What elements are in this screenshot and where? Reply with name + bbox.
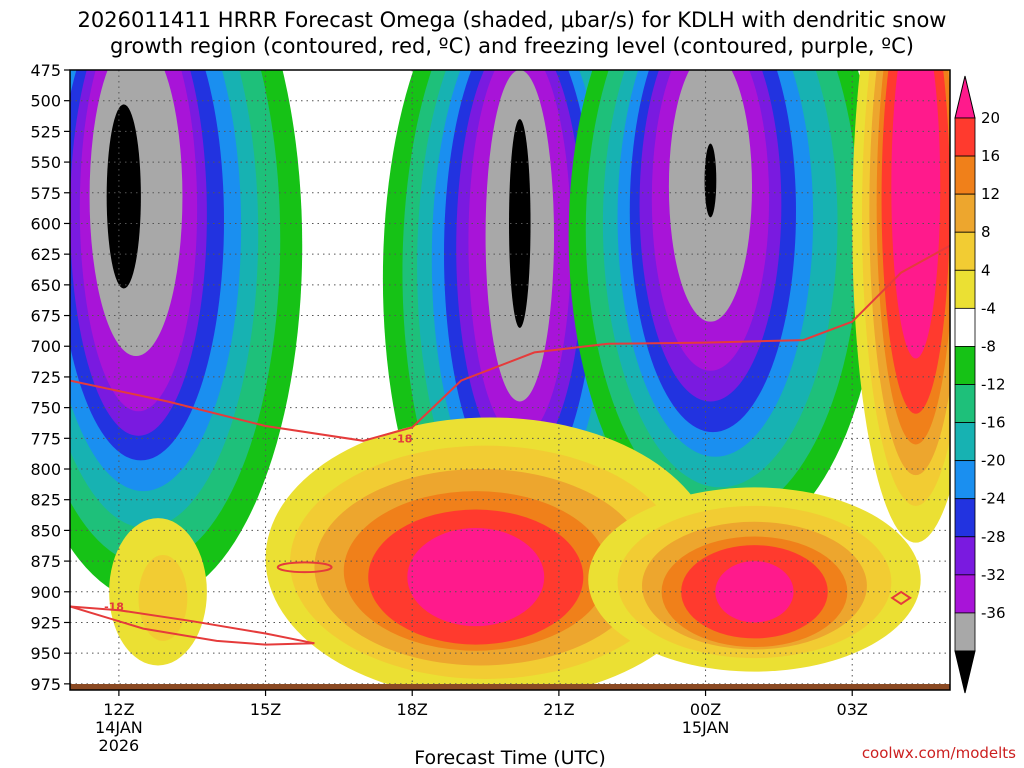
y-tick-label-675: 675 — [30, 307, 61, 326]
omega-band-sink-04z-pink — [891, 70, 941, 359]
x-tick-sub1-00Z: 15JAN — [682, 718, 730, 737]
colorbar-box-4 — [954, 269, 976, 309]
dgz-contour-diamond — [890, 590, 912, 606]
colorbar-label--24: -24 — [981, 490, 1006, 508]
x-tick-label-21Z: 21Z — [543, 700, 574, 719]
y-tick-label-800: 800 — [30, 460, 61, 479]
colorbar-label-12: 12 — [981, 185, 1000, 203]
omega-band-core-20z-black — [509, 119, 531, 328]
contour-label-0: -18 — [393, 432, 413, 445]
omega-band-core-12z-black — [106, 104, 141, 289]
x-tick-label-15Z: 15Z — [250, 700, 281, 719]
y-axis: 475 500 525 550 575 600 625 650 675 700 725 750 775 8… — [30, 61, 70, 694]
y-tick-label-525: 525 — [30, 122, 61, 141]
colorbar-label--16: -16 — [981, 414, 1006, 432]
y-tick-label-725: 725 — [30, 368, 61, 387]
y-tick-label-550: 550 — [30, 153, 61, 172]
dgz-contours: -18 -18 — [70, 244, 950, 646]
omega-lobe-yellow-inner — [138, 554, 188, 641]
colorbar-box-9 — [954, 460, 976, 500]
colorbar-box-8 — [954, 422, 976, 462]
colorbar-label--4: -4 — [981, 299, 996, 317]
colorbar-box-13 — [954, 612, 976, 652]
colorbar-label-20: 20 — [981, 109, 1000, 127]
y-tick-label-750: 750 — [30, 399, 61, 418]
x-tick-label-03Z: 03Z — [837, 700, 868, 719]
dgz-contour-lower-loop — [70, 605, 315, 646]
y-tick-label-775: 775 — [30, 429, 61, 448]
y-tick-label-825: 825 — [30, 491, 61, 510]
dgz-contour-small-loop — [276, 561, 333, 574]
colorbar-label-16: 16 — [981, 147, 1000, 165]
y-tick-label-625: 625 — [30, 245, 61, 264]
colorbar-label--36: -36 — [981, 604, 1006, 622]
plot-frame — [69, 69, 951, 691]
y-tick-label-900: 900 — [30, 583, 61, 602]
colorbar-label-4: 4 — [981, 261, 991, 279]
colorbar-box-2 — [954, 193, 976, 233]
colorbar-box-6 — [954, 346, 976, 385]
colorbar-box-5 — [954, 307, 976, 347]
x-tick-sub2-12Z: 2026 — [99, 736, 140, 755]
colorbar-box-1 — [954, 155, 976, 195]
colorbar-box-7 — [954, 384, 976, 423]
chart-title-line-1: 2026011411 HRRR Forecast Omega (shaded, … — [78, 8, 947, 32]
colorbar-box-0 — [954, 117, 976, 157]
colorbar-label--12: -12 — [981, 376, 1006, 394]
y-tick-label-650: 650 — [30, 276, 61, 295]
colorbar-top-triangle — [954, 75, 976, 119]
y-tick-label-475: 475 — [30, 61, 61, 80]
credit-text: coolwx.com/modelts — [862, 744, 1016, 762]
y-tick-label-925: 925 — [30, 613, 61, 632]
omega-shading — [70, 70, 950, 690]
y-tick-label-575: 575 — [30, 184, 61, 203]
omega-band-sink-19z-pink — [407, 527, 545, 627]
y-tick-label-500: 500 — [30, 92, 61, 111]
y-tick-label-975: 975 — [30, 675, 61, 694]
colorbar-box-11 — [954, 536, 976, 576]
colorbar-box-12 — [954, 574, 976, 614]
y-tick-label-600: 600 — [30, 214, 61, 233]
colorbar-label-8: 8 — [981, 223, 991, 241]
chart-title-line-2: growth region (contoured, red, ºC) and f… — [110, 34, 914, 58]
plot-area: -18 -18 — [70, 70, 950, 690]
y-tick-label-875: 875 — [30, 552, 61, 571]
x-axis-title: Forecast Time (UTC) — [414, 747, 605, 768]
dgz-contour-upper — [70, 244, 950, 442]
colorbar-label--28: -28 — [981, 528, 1006, 546]
colorbar-label--32: -32 — [981, 566, 1006, 584]
colorbar-label--8: -8 — [981, 337, 996, 355]
y-tick-label-950: 950 — [30, 644, 61, 663]
colorbar: 20 16 12 8 4 -4 -8 -12 -16 -20 -24 -28 -32 -36 — [954, 75, 1006, 694]
terrain-strip — [70, 684, 950, 690]
x-tick-label-18Z: 18Z — [397, 700, 428, 719]
contour-label-1: -18 — [104, 601, 124, 614]
colorbar-bottom-triangle — [954, 650, 976, 694]
colorbar-label--20: -20 — [981, 452, 1006, 470]
x-tick-label-12Z: 12Z — [103, 700, 134, 719]
x-tick-sub1-12Z: 14JAN — [95, 718, 143, 737]
y-tick-label-700: 700 — [30, 337, 61, 356]
colorbar-box-10 — [954, 498, 976, 538]
omega-band-sink-01z-pink — [715, 561, 794, 623]
y-tick-label-850: 850 — [30, 521, 61, 540]
omega-band-core-00z-black — [704, 143, 717, 218]
colorbar-box-3 — [954, 231, 976, 271]
x-tick-label-00Z: 00Z — [690, 700, 721, 719]
gridlines — [70, 70, 950, 690]
